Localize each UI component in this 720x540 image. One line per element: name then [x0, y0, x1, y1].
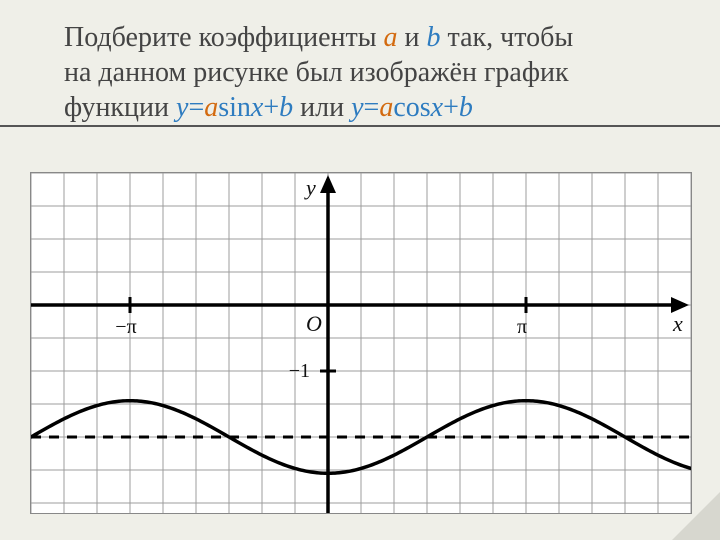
coef-b: b [427, 22, 441, 53]
svg-text:O: O [306, 311, 322, 336]
fn-cos: cos [393, 92, 430, 123]
graph-svg: −π π −1 y x O [31, 173, 691, 513]
svg-text:y: y [304, 175, 316, 200]
fn-sin: sin [218, 92, 251, 123]
svg-text:−1: −1 [289, 360, 310, 382]
q-part: функции [64, 92, 176, 123]
svg-text:−π: −π [115, 316, 136, 338]
coef-a: a [384, 22, 398, 53]
graph-panel: −π π −1 y x O [30, 172, 692, 514]
var-y: y [351, 92, 363, 123]
eq: = [364, 92, 380, 123]
question-text: Подберите коэффициенты a и b так, чтобы … [64, 20, 644, 125]
q-part: Подберите коэффициенты [64, 22, 384, 53]
plus: + [263, 92, 279, 123]
svg-text:π: π [517, 316, 527, 338]
coef-a: a [379, 92, 393, 123]
coef-b: b [279, 92, 293, 123]
var-y: y [176, 92, 188, 123]
page-corner-fold [672, 492, 720, 540]
plus: + [443, 92, 459, 123]
var-x: x [431, 92, 443, 123]
q-part: на данном рисунке был изображён график [64, 57, 569, 88]
q-part: так, чтобы [441, 22, 574, 53]
q-part: и [398, 22, 427, 53]
coef-a: a [204, 92, 218, 123]
eq: = [188, 92, 204, 123]
var-x: x [251, 92, 263, 123]
title-underline [0, 125, 720, 127]
q-or: или [293, 92, 351, 123]
svg-text:x: x [672, 311, 683, 336]
coef-b: b [459, 92, 473, 123]
